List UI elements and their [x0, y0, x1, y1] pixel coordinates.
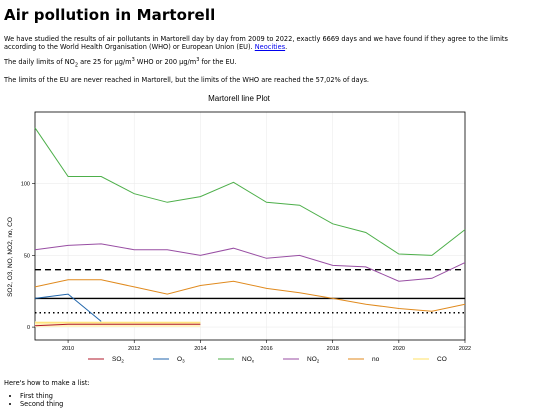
y-tick-label: 0 [27, 325, 30, 331]
x-tick-label: 2016 [260, 346, 272, 352]
y-tick-label: 50 [24, 253, 30, 259]
limits-text-d: for the EU. [199, 58, 237, 66]
x-tick-label: 2018 [327, 346, 339, 352]
legend-label: SO2 [112, 356, 124, 364]
legend-label: O3 [177, 356, 185, 364]
chart-title: Martorell line Plot [208, 94, 271, 103]
plot-frame [34, 111, 466, 341]
list-item: First thing [20, 392, 63, 400]
limits-text-c: WHO or 200 µg/m [134, 58, 197, 66]
chart-legend: SO2 O3 NOx NO2 no CO [88, 356, 447, 364]
limits-text-b: are 25 for µg/m [78, 58, 132, 66]
neocities-link[interactable]: Neocities [254, 43, 286, 51]
plot-area: 2010 2012 2014 2016 2018 2020 2022 0 50 100 [21, 111, 471, 352]
list-item: Second thing [20, 400, 63, 408]
result-paragraph: The limits of the EU are never reached i… [4, 76, 370, 84]
x-tick-label: 2022 [459, 346, 471, 352]
x-tick-label: 2010 [62, 346, 74, 352]
x-tick-label: 2020 [393, 346, 405, 352]
example-list: First thing Second thing [10, 392, 63, 408]
series-line-o3 [34, 293, 102, 322]
series-line-nox [34, 127, 466, 256]
intro-text: We have studied the results of air pollu… [4, 35, 508, 51]
limits-sub: 2 [74, 62, 79, 69]
intro-end: . [285, 43, 288, 51]
page-title: Air pollution in Martorell [4, 6, 216, 24]
series-line-so2 [34, 323, 201, 327]
list-intro: Here's how to make a list: [4, 379, 90, 387]
legend-label: no [372, 356, 380, 363]
legend-label: CO [437, 356, 447, 363]
series-line-no [34, 279, 466, 312]
limits-sup-2: 3 [196, 56, 200, 63]
limits-sup-1: 3 [131, 56, 135, 63]
legend-label: NOx [242, 356, 255, 364]
limits-text-a: The daily limits of NO [4, 58, 75, 66]
series-line-no2 [34, 243, 466, 282]
limits-paragraph: The daily limits of NO2 are 25 for µg/m3… [4, 56, 534, 69]
line-chart: Martorell line Plot SO2, O3, NO, NO2, no… [7, 94, 471, 364]
y-axis-label: SO2, O3, NO, NO2, no, CO [7, 217, 14, 297]
y-tick-label: 100 [21, 182, 30, 188]
x-tick-label: 2012 [128, 346, 140, 352]
legend-label: NO2 [307, 356, 320, 364]
x-tick-label: 2014 [194, 346, 206, 352]
intro-paragraph: We have studied the results of air pollu… [4, 35, 534, 51]
